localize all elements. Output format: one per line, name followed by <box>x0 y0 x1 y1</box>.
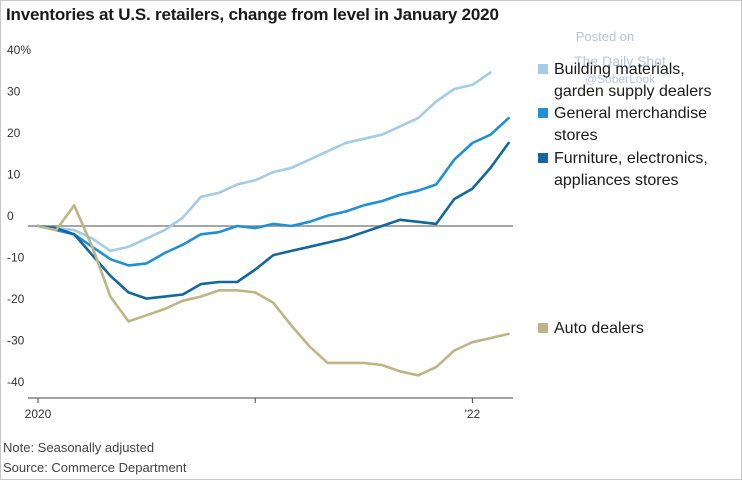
y-tick-label: 20 <box>7 126 21 140</box>
y-tick-label: -10 <box>7 251 25 265</box>
legend-label: stores <box>554 127 598 144</box>
y-tick-label: 0 <box>7 209 14 223</box>
source-note: Source: Commerce Department <box>3 460 187 475</box>
legend-label: General merchandise <box>554 105 707 122</box>
y-tick-label: 10 <box>7 168 21 182</box>
y-tick-label: 40% <box>7 43 31 57</box>
series-lines <box>38 73 509 376</box>
legend: Building materials, garden supply dealers… <box>538 61 711 337</box>
legend-swatch <box>538 64 548 74</box>
y-tick-label: -20 <box>7 292 25 306</box>
legend-label: Building materials, <box>554 61 685 78</box>
series-line-3 <box>38 143 509 299</box>
x-tick-label: 2020 <box>25 407 52 421</box>
legend-label: garden supply dealers <box>554 83 711 100</box>
y-tick-label: 30 <box>7 85 21 99</box>
legend-label: appliances stores <box>554 172 679 189</box>
legend-label: Furniture, electronics, <box>554 150 708 167</box>
y-axis-ticks: 40% 30 20 10 0 -10 -20 -30 -40 <box>7 43 31 389</box>
x-tick-label: '22 <box>465 407 481 421</box>
legend-label: Auto dealers <box>554 320 644 337</box>
legend-swatch <box>538 153 548 163</box>
series-line-2 <box>38 118 509 265</box>
y-tick-label: -30 <box>7 334 25 348</box>
legend-swatch <box>538 108 548 118</box>
footnote: Note: Seasonally adjusted <box>3 440 154 455</box>
series-line-4 <box>38 205 509 375</box>
series-line-1 <box>38 73 491 251</box>
y-tick-label: -40 <box>7 375 25 389</box>
legend-swatch <box>538 323 548 333</box>
x-axis: 2020 '22 <box>25 398 513 421</box>
